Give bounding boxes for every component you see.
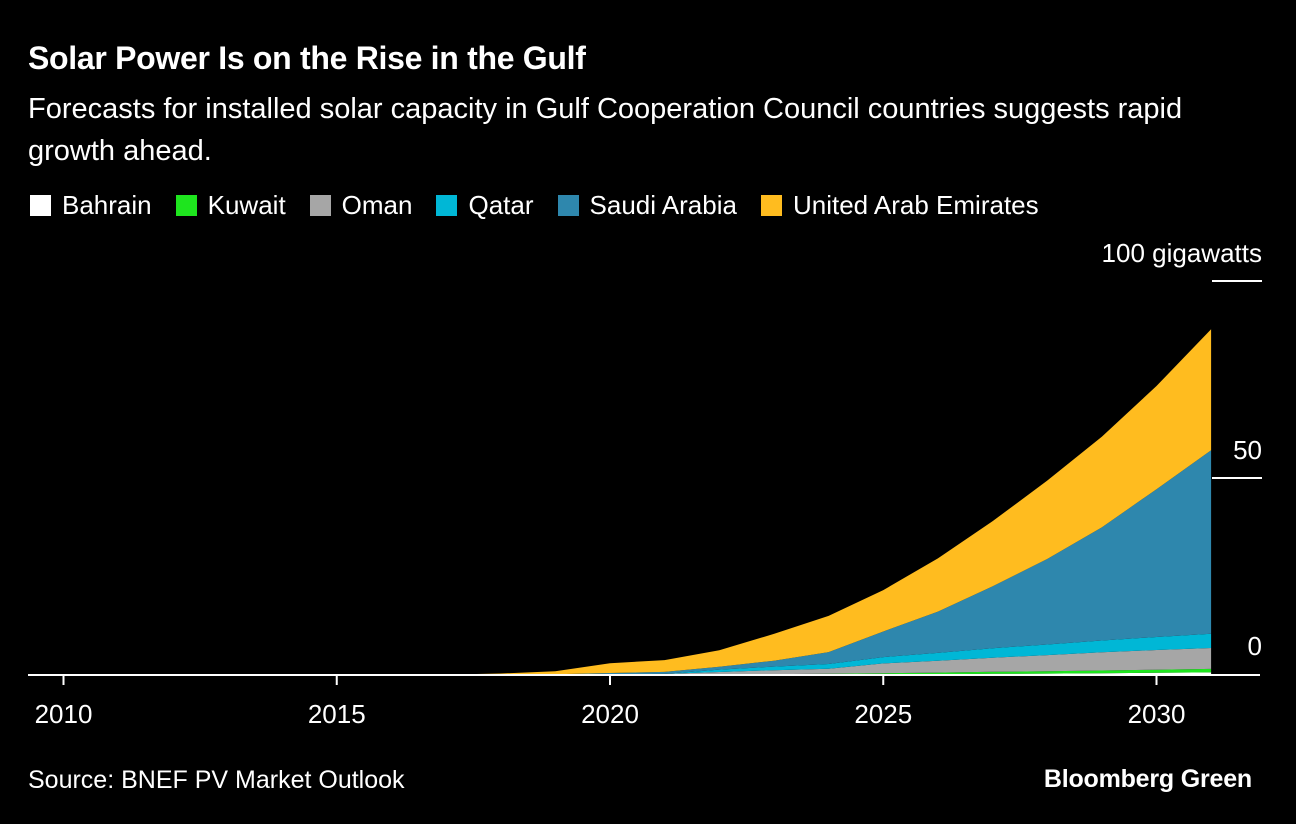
area-saudi-arabia xyxy=(63,450,1212,675)
x-tick-label-2015: 2015 xyxy=(308,699,366,729)
legend: Bahrain Kuwait Oman Qatar Saudi Arabia United… xyxy=(30,190,1063,221)
area-kuwait xyxy=(63,668,1212,675)
legend-item-qatar: Qatar xyxy=(436,190,534,221)
brand-logo: Bloomberg Green xyxy=(1043,765,1252,793)
legend-label-bahrain: Bahrain xyxy=(62,190,152,220)
series-areas xyxy=(63,329,1212,675)
y-tick-label-100: 100 gigawatts xyxy=(1102,238,1262,268)
legend-swatch-saudi-arabia xyxy=(557,195,579,216)
legend-item-saudi-arabia: Saudi Arabia xyxy=(557,190,737,221)
x-tick-label-2020: 2020 xyxy=(581,699,639,729)
legend-swatch-oman xyxy=(309,195,331,216)
area-qatar xyxy=(63,633,1212,675)
y-axis: 0 50 100 gigawatts xyxy=(1102,238,1262,661)
x-axis: 2010 2015 2020 2025 2030 xyxy=(28,674,1260,729)
legend-swatch-qatar xyxy=(436,195,458,216)
legend-swatch-kuwait xyxy=(175,195,197,216)
source-note: Source: BNEF PV Market Outlook xyxy=(28,766,405,794)
legend-item-kuwait: Kuwait xyxy=(175,190,286,221)
chart-title: Solar Power Is on the Rise in the Gulf xyxy=(28,40,586,76)
x-tick-label-2030: 2030 xyxy=(1128,699,1186,729)
y-tick-label-50: 50 xyxy=(1233,435,1262,465)
legend-item-united-arab-emirates: United Arab Emirates xyxy=(760,190,1039,221)
legend-item-bahrain: Bahrain xyxy=(30,190,152,221)
legend-swatch-bahrain xyxy=(30,195,51,216)
legend-label-saudi-arabia: Saudi Arabia xyxy=(589,190,737,220)
chart-subtitle: Forecasts for installed solar capacity i… xyxy=(28,93,1183,167)
x-tick-label-2025: 2025 xyxy=(854,699,912,729)
legend-item-oman: Oman xyxy=(309,190,413,221)
area-oman xyxy=(63,648,1212,675)
y-tick-label-0: 0 xyxy=(1248,631,1262,661)
legend-label-oman: Oman xyxy=(341,190,413,220)
area-united-arab-emirates xyxy=(63,329,1212,675)
legend-label-qatar: Qatar xyxy=(468,190,534,220)
legend-swatch-united-arab-emirates xyxy=(760,195,782,216)
legend-label-united-arab-emirates: United Arab Emirates xyxy=(792,190,1039,220)
legend-label-kuwait: Kuwait xyxy=(207,190,286,220)
x-tick-label-2010: 2010 xyxy=(35,699,93,729)
